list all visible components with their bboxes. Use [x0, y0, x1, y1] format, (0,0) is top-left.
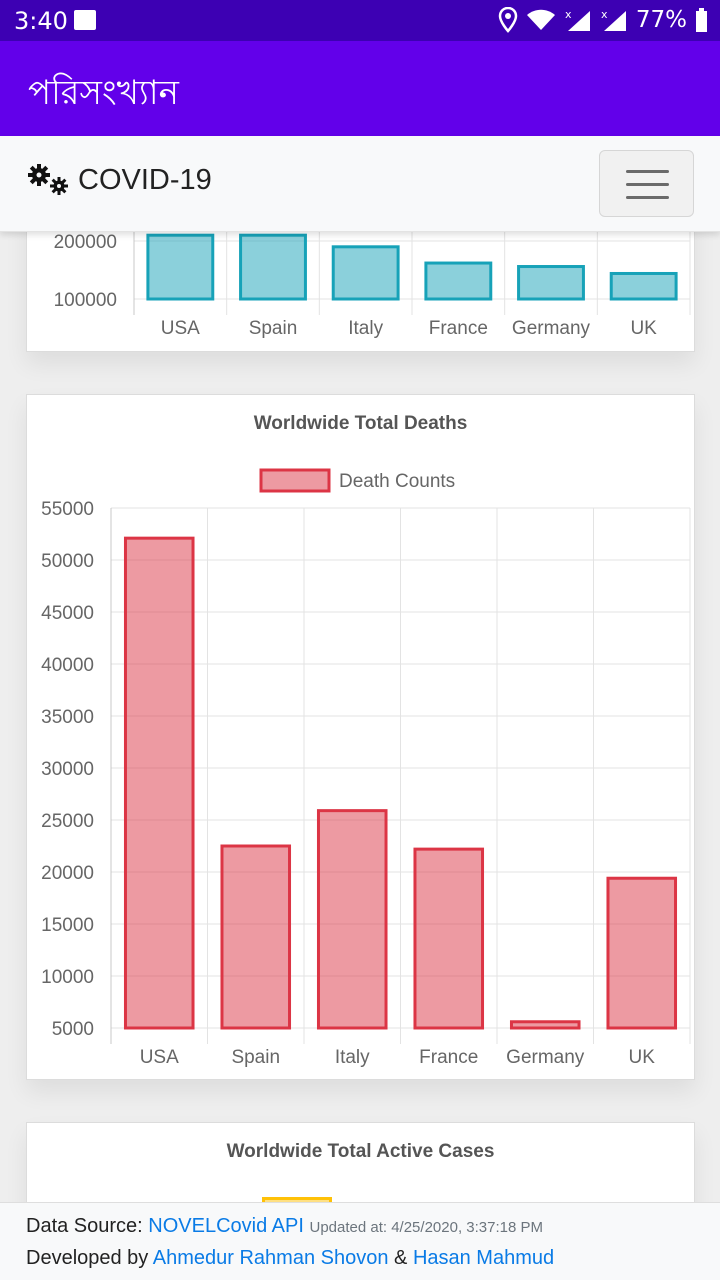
battery-percent: 77% — [635, 7, 687, 33]
brand-text: COVID-19 — [78, 163, 212, 196]
data-source-link[interactable]: NOVELCovid API — [148, 1215, 304, 1237]
recovered-bar-france — [424, 261, 493, 301]
deaths-y-tick-label: 55000 — [41, 499, 94, 520]
deaths-x-tick-label: France — [419, 1047, 478, 1068]
deaths-x-tick-label: Italy — [335, 1047, 370, 1068]
recovered-x-tick-label: Germany — [512, 318, 591, 339]
deaths-chart-card: Worldwide Total Deaths Death Counts 55000… — [26, 394, 695, 1080]
app-bar: পরিসংখ্যান — [0, 41, 720, 136]
deaths-x-tick-label: USA — [140, 1047, 179, 1068]
content-area[interactable]: 200000 100000 USA Spain Italy France Germany UK… — [0, 232, 720, 1202]
deaths-bar-spain — [220, 844, 292, 1030]
recovered-bar-italy — [331, 245, 400, 301]
footer: Data Source: NOVELCovid API Updated at: … — [0, 1202, 720, 1280]
developed-by-label: Developed by — [26, 1247, 149, 1269]
deaths-legend-swatch — [259, 468, 331, 493]
developer-link-2[interactable]: Hasan Mahmud — [412, 1247, 555, 1269]
status-bar: 3:40 x x 77% — [0, 0, 720, 41]
image-icon — [74, 10, 96, 30]
deaths-y-tick-label: 30000 — [41, 759, 94, 780]
developer-link-1[interactable]: Ahmedur Rahman Shovon — [152, 1247, 389, 1269]
recovered-x-tick-label: USA — [161, 318, 200, 339]
signal-icon: x — [601, 8, 626, 31]
updated-timestamp: Updated at: 4/25/2020, 3:37:18 PM — [309, 1219, 543, 1236]
deaths-y-tick-label: 25000 — [41, 811, 94, 832]
app-title: পরিসংখ্যান — [28, 73, 179, 113]
deaths-y-tick-label: 35000 — [41, 707, 94, 728]
navbar: COVID-19 — [0, 136, 720, 232]
deaths-y-tick-label: 10000 — [41, 967, 94, 988]
gears-icon — [28, 164, 68, 195]
deaths-chart-title: Worldwide Total Deaths — [253, 413, 468, 434]
recovered-y-tick-label: 100000 — [54, 290, 117, 311]
recovered-x-tick-label: Spain — [249, 318, 298, 339]
recovered-x-tick-label: UK — [630, 318, 657, 339]
footer-source-line: Data Source: NOVELCovid API Updated at: … — [26, 1215, 543, 1238]
deaths-chart: Death Counts 55000 50000 45000 40000 35000 300… — [41, 468, 691, 1068]
deaths-y-tick-label: 40000 — [41, 655, 94, 676]
deaths-y-tick-label: 15000 — [41, 915, 94, 936]
data-source-label: Data Source: — [26, 1215, 143, 1237]
hamburger-line — [626, 196, 669, 199]
recovered-bar-uk — [609, 271, 678, 301]
active-cases-legend-swatch — [262, 1197, 332, 1202]
battery-icon — [696, 8, 707, 32]
hamburger-menu-icon — [626, 170, 669, 173]
recovered-chart-card: 200000 100000 USA Spain Italy France Germany UK — [26, 232, 695, 352]
deaths-y-tick-label: 45000 — [41, 603, 94, 624]
deaths-x-tick-label: Spain — [231, 1047, 280, 1068]
recovered-bar-spain — [239, 233, 307, 301]
signal-icon: x — [565, 8, 590, 31]
footer-developers-line: Developed by Ahmedur Rahman Shovon & Has… — [26, 1247, 554, 1270]
recovered-bar-usa — [146, 233, 215, 301]
deaths-y-tick-label: 50000 — [41, 551, 94, 572]
deaths-legend-label: Death Counts — [339, 471, 455, 492]
deaths-bar-france — [413, 847, 485, 1030]
recovered-x-tick-label: France — [429, 318, 488, 339]
recovered-x-tick-label: Italy — [348, 318, 383, 339]
recovered-y-tick-label: 200000 — [54, 232, 117, 253]
deaths-bar-uk — [606, 876, 678, 1030]
deaths-y-tick-label: 20000 — [41, 863, 94, 884]
svg-text:x: x — [565, 8, 572, 21]
recovered-bar-germany — [517, 265, 585, 301]
deaths-x-tick-label: Germany — [506, 1047, 585, 1068]
deaths-y-tick-label: 5000 — [52, 1019, 94, 1040]
deaths-x-tick-label: UK — [629, 1047, 656, 1068]
status-time: 3:40 — [14, 7, 68, 35]
active-cases-chart-card: Worldwide Total Active Cases — [26, 1122, 695, 1202]
active-cases-chart-title: Worldwide Total Active Cases — [226, 1141, 495, 1162]
deaths-bar-usa — [123, 536, 195, 1030]
deaths-bar-italy — [316, 809, 388, 1030]
svg-text:x: x — [601, 8, 608, 21]
hamburger-line — [626, 183, 669, 186]
status-icons: x x 77% — [498, 6, 708, 34]
wifi-icon — [526, 9, 555, 30]
recovered-chart: 200000 100000 USA Spain Italy France Germany UK — [54, 232, 691, 339]
ampersand: & — [394, 1247, 408, 1269]
location-icon — [498, 7, 518, 33]
deaths-bar-germany — [509, 1020, 581, 1030]
navbar-brand[interactable]: COVID-19 — [26, 163, 212, 197]
navbar-toggler-button[interactable] — [599, 150, 694, 217]
